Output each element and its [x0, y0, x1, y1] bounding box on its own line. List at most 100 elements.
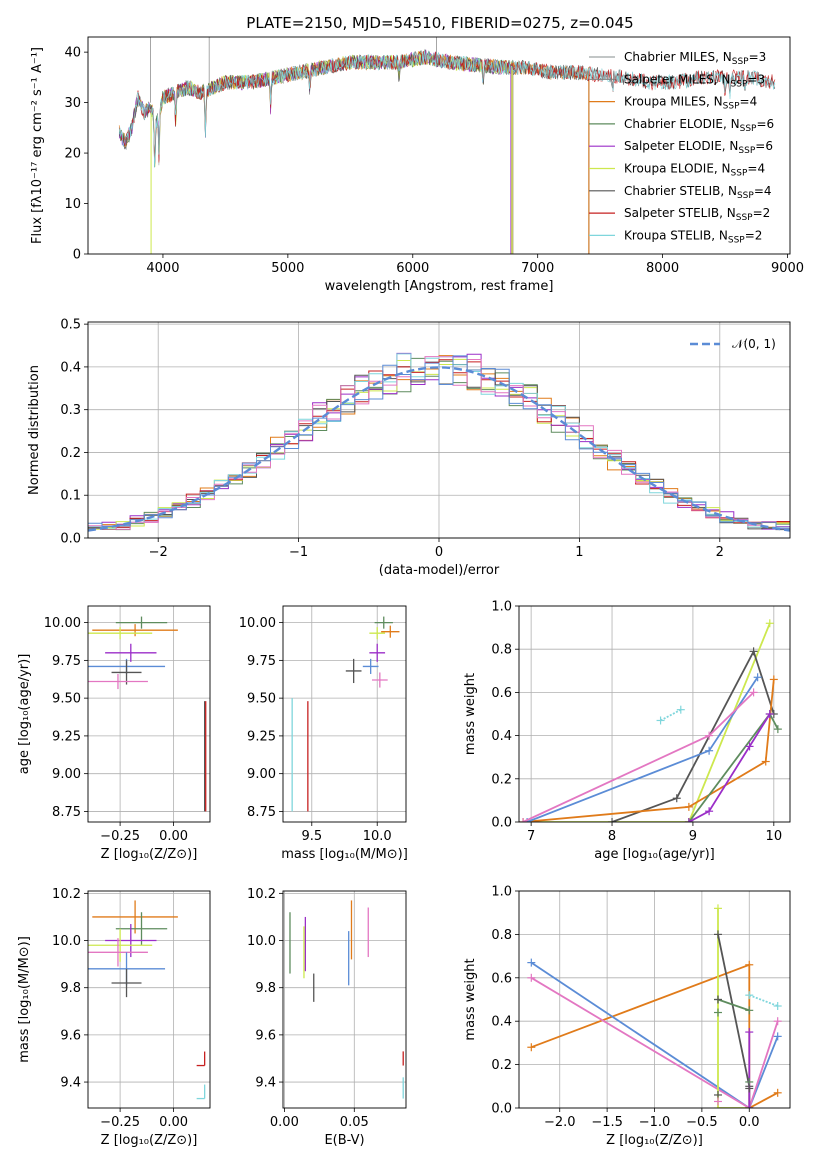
y-tick-label: 9.50 [52, 692, 81, 707]
y-tick-label: 9.4 [60, 1076, 81, 1091]
panel-7-frame [518, 890, 791, 1109]
y-tick-label: 0.0 [60, 532, 81, 547]
mass-weight-line [523, 622, 771, 822]
y-tick-label: 9.8 [255, 981, 276, 996]
legend-entry: Salpeter STELIB, NSSP=2 [624, 206, 770, 223]
panel-1-axes: −2 −1 0 1 2 0.0 0.1 0.2 0.3 0.4 0.5 [60, 318, 790, 560]
mass-weight-line [530, 961, 779, 1108]
x-tick-label: 10 [766, 829, 783, 844]
x-tick-label: 5000 [271, 261, 304, 276]
panel-2-frame [87, 605, 211, 823]
y-tick-label: 10.0 [52, 934, 81, 949]
x-tick-label: 6000 [396, 261, 429, 276]
legend-entry: Kroupa MILES, NSSP=4 [624, 95, 757, 112]
y-tick-label: 10 [64, 197, 81, 212]
y-tick-label: 0.5 [60, 318, 81, 333]
x-tick-label: −1 [289, 545, 308, 560]
panel-4-frame [518, 605, 791, 823]
x-tick-label: 0.00 [270, 1115, 299, 1130]
y-tick-label: 0.2 [491, 772, 512, 787]
y-tick-label: 1.0 [491, 600, 512, 615]
y-tick-label: 9.00 [247, 767, 276, 782]
y-tick-label: 10.00 [44, 616, 81, 631]
panel-3-axes: 9.5 10.0 8.75 9.00 9.25 9.50 9.75 10.00 [239, 606, 406, 844]
residual-histogram [88, 353, 790, 530]
mass-weight-line [717, 998, 750, 1012]
y-axis-label: mass weight [463, 958, 478, 1040]
normal-curve [88, 366, 790, 532]
x-tick-label: −0.5 [686, 1115, 718, 1130]
residual-histogram [88, 359, 790, 530]
x-tick-label: −0.25 [100, 1115, 140, 1130]
x-axis-label: wavelength [Angstrom, rest frame] [325, 279, 554, 294]
x-axis-label: (data-model)/error [379, 563, 500, 578]
y-tick-label: 9.25 [52, 729, 81, 744]
y-tick-label: 40 [64, 46, 81, 61]
mass-weight-line [688, 713, 771, 822]
y-tick-label: 0.2 [60, 446, 81, 461]
mass-weight-line [688, 712, 779, 822]
x-tick-label: 0 [435, 545, 443, 560]
y-tick-label: 0.1 [60, 489, 81, 504]
y-axis-label: age [log₁₀(age/yr)] [17, 654, 32, 775]
y-tick-label: 0.0 [491, 816, 512, 831]
y-tick-label: 8.75 [52, 805, 81, 820]
panel-6-frame [282, 890, 407, 1109]
x-axis-label: Z [log₁₀(Z/Z⊙)] [101, 847, 198, 862]
y-tick-label: 0.4 [60, 360, 81, 375]
panel-1-frame [87, 321, 791, 539]
x-tick-label: 9 [689, 829, 697, 844]
y-tick-label: 10.0 [247, 934, 276, 949]
panel-0-frame [87, 36, 791, 255]
legend-entry: Kroupa STELIB, NSSP=2 [624, 228, 762, 245]
mass-weight-line [522, 691, 755, 822]
y-axis-label: mass [log₁₀(M/M⊙)] [17, 936, 32, 1063]
y-tick-label: 9.8 [60, 981, 81, 996]
y-tick-label: 9.00 [52, 767, 81, 782]
x-tick-label: 8 [608, 829, 616, 844]
y-tick-label: 0.4 [491, 1015, 512, 1030]
y-tick-label: 20 [64, 147, 81, 162]
panel-2-axes: −0.25 0.00 8.75 9.00 9.25 9.50 9.75 10.00 [44, 606, 210, 844]
panel-5-frame [87, 890, 211, 1109]
y-tick-label: 0.4 [491, 729, 512, 744]
panel-7-axes: −2.0 −1.5 −1.0 −0.5 0.0 0.0 0.2 0.4 0.6 0.8 1.0 [491, 885, 790, 1130]
x-tick-label: 0.00 [159, 829, 188, 844]
y-tick-label: 9.75 [247, 654, 276, 669]
y-tick-label: 10.2 [247, 887, 276, 902]
y-tick-label: 9.6 [255, 1028, 276, 1043]
x-tick-label: 7000 [521, 261, 554, 276]
x-tick-label: −1.0 [639, 1115, 671, 1130]
residual-histogram [88, 356, 790, 530]
x-tick-label: 0.05 [340, 1115, 369, 1130]
x-tick-label: 10.0 [363, 829, 392, 844]
x-tick-label: −2 [149, 545, 168, 560]
x-tick-label: 9.5 [301, 829, 322, 844]
legend-entry: Salpeter ELODIE, NSSP=6 [624, 139, 773, 156]
legend-entry: 𝒩(0, 1) [732, 337, 776, 351]
y-tick-label: 0.0 [491, 1102, 512, 1117]
x-tick-label: −2.0 [544, 1115, 576, 1130]
panel-3-frame [282, 605, 407, 823]
y-tick-label: 0.6 [491, 971, 512, 986]
mass-weight-line [530, 977, 779, 1108]
x-tick-label: −1.5 [591, 1115, 623, 1130]
panel-6-axes: 0.00 0.05 9.4 9.6 9.8 10.0 10.2 [247, 887, 406, 1130]
y-axis-label: Flux [fλ10⁻¹⁷ erg cm⁻² s⁻¹ A⁻¹] [30, 47, 45, 244]
legend-entry: Chabrier MILES, NSSP=3 [624, 50, 766, 67]
mass-weight-line [660, 708, 682, 722]
y-tick-label: 8.75 [247, 805, 276, 820]
chart-title: PLATE=2150, MJD=54510, FIBERID=0275, z=0… [246, 14, 633, 32]
y-tick-label: 9.6 [60, 1028, 81, 1043]
legend-entry: Chabrier ELODIE, NSSP=6 [624, 117, 774, 134]
panel-5-axes: −0.25 0.00 9.4 9.6 9.8 10.0 10.2 [52, 887, 210, 1130]
y-tick-label: 9.75 [52, 654, 81, 669]
y-tick-label: 30 [64, 96, 81, 111]
spectrum-line [118, 50, 776, 168]
y-axis-label: Normed distribution [27, 365, 42, 495]
spectrum-line [118, 50, 776, 163]
x-tick-label: 8000 [646, 261, 679, 276]
y-tick-label: 0.3 [60, 403, 81, 418]
x-tick-label: 7 [527, 829, 535, 844]
